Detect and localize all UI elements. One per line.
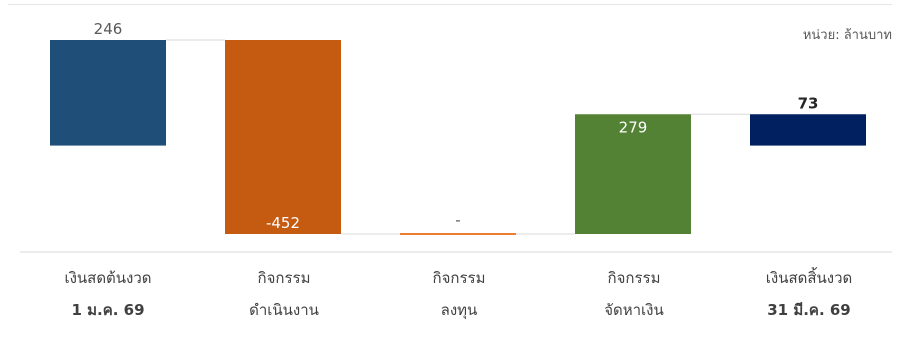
category-label-closing-cash: เงินสดสิ้นงวด 31 มี.ค. 69	[729, 268, 889, 320]
category-line-1: เงินสดสิ้นงวด	[765, 269, 853, 287]
category-line-2: 1 ม.ค. 69	[71, 301, 145, 319]
category-line-2: ลงทุน	[440, 301, 478, 319]
category-line-2: จัดหาเงิน	[604, 301, 664, 319]
waterfall-bar	[50, 40, 166, 146]
category-line-1: กิจกรรม	[607, 269, 661, 287]
data-label: -	[455, 211, 460, 229]
category-line-1: เงินสดต้นงวด	[64, 269, 152, 287]
data-label: 279	[619, 118, 648, 136]
category-line-1: กิจกรรม	[432, 269, 486, 287]
category-line-1: กิจกรรม	[257, 269, 311, 287]
category-line-2: 31 มี.ค. 69	[767, 301, 851, 319]
unit-label: หน่วย: ล้านบาท	[802, 28, 892, 43]
waterfall-bar	[750, 114, 866, 146]
category-label-operating: กิจกรรม ดำเนินงาน	[204, 268, 364, 320]
data-label: -452	[266, 214, 300, 232]
waterfall-bar	[575, 114, 691, 234]
category-label-opening-cash: เงินสดต้นงวด 1 ม.ค. 69	[28, 268, 188, 320]
waterfall-bar	[400, 233, 516, 235]
category-line-2: ดำเนินงาน	[249, 301, 319, 319]
data-label: 73	[798, 94, 819, 112]
category-label-financing: กิจกรรม จัดหาเงิน	[554, 268, 714, 320]
data-label: 246	[94, 20, 123, 38]
category-label-investing: กิจกรรม ลงทุน	[379, 268, 539, 320]
waterfall-bar	[225, 40, 341, 234]
